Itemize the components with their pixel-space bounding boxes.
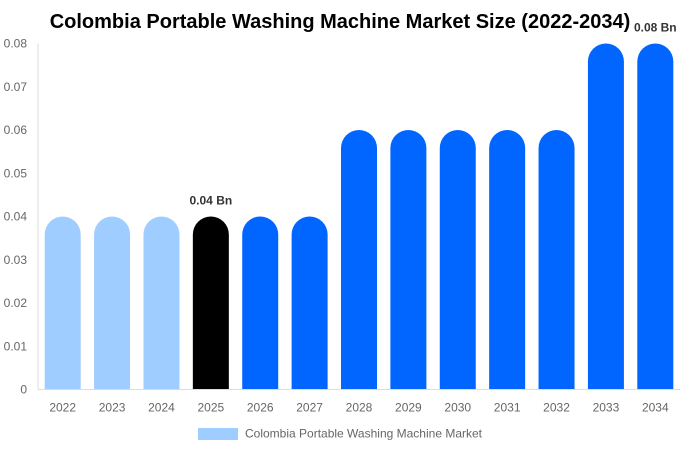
x-tick-label: 2033 [593,401,620,415]
legend[interactable]: Colombia Portable Washing Machine Market [198,427,483,441]
bar-2027 [291,216,328,390]
legend-swatch [198,428,238,440]
bar-2025 [192,216,229,390]
data-label-2034: 0.08 Bn [634,21,677,35]
x-axis: 2022 2023 2024 2025 2026 2027 2028 2029 2030 2031… [38,389,680,415]
x-tick-label: 2027 [296,401,323,415]
y-tick-label: 0.08 [4,37,28,51]
x-tick-label: 2025 [197,401,224,415]
x-tick-label: 2030 [444,401,471,415]
y-tick-label: 0.04 [4,210,28,224]
x-tick-label: 2026 [247,401,274,415]
y-tick-label: 0.05 [4,166,28,180]
chart-title: Colombia Portable Washing Machine Market… [50,11,631,33]
y-tick-label: 0 [20,383,27,397]
bar-2024 [143,216,180,390]
bar-2023 [94,216,131,390]
bars: 0.04 Bn 0.08 Bn [44,21,677,390]
bar-2028 [341,130,377,390]
bar-2022 [44,216,81,390]
x-tick-label: 2023 [99,401,126,415]
bar-2032 [538,130,575,390]
y-tick-label: 0.06 [4,123,28,137]
bar-2026 [242,216,279,390]
x-tick-label: 2029 [395,401,422,415]
x-tick-label: 2028 [346,401,373,415]
x-tick-label: 2032 [543,401,570,415]
bar-2031 [489,129,526,390]
bar-2034 [637,43,674,390]
y-tick-label: 0.01 [4,339,28,353]
data-label-2025: 0.04 Bn [190,194,233,208]
bar-2030 [439,130,476,390]
y-axis: 0 0.01 0.02 0.03 0.04 0.05 0.06 0.07 0.08 [4,37,39,397]
x-tick-label: 2034 [642,401,669,415]
x-tick-label: 2024 [148,401,175,415]
x-tick-label: 2022 [49,401,76,415]
bar-2033 [587,43,624,390]
y-tick-label: 0.07 [4,80,28,94]
x-tick-label: 2031 [494,401,521,415]
y-tick-label: 0.02 [4,296,28,310]
bar-2029 [390,130,427,390]
y-tick-label: 0.03 [4,253,28,267]
legend-label: Colombia Portable Washing Machine Market [245,427,483,441]
